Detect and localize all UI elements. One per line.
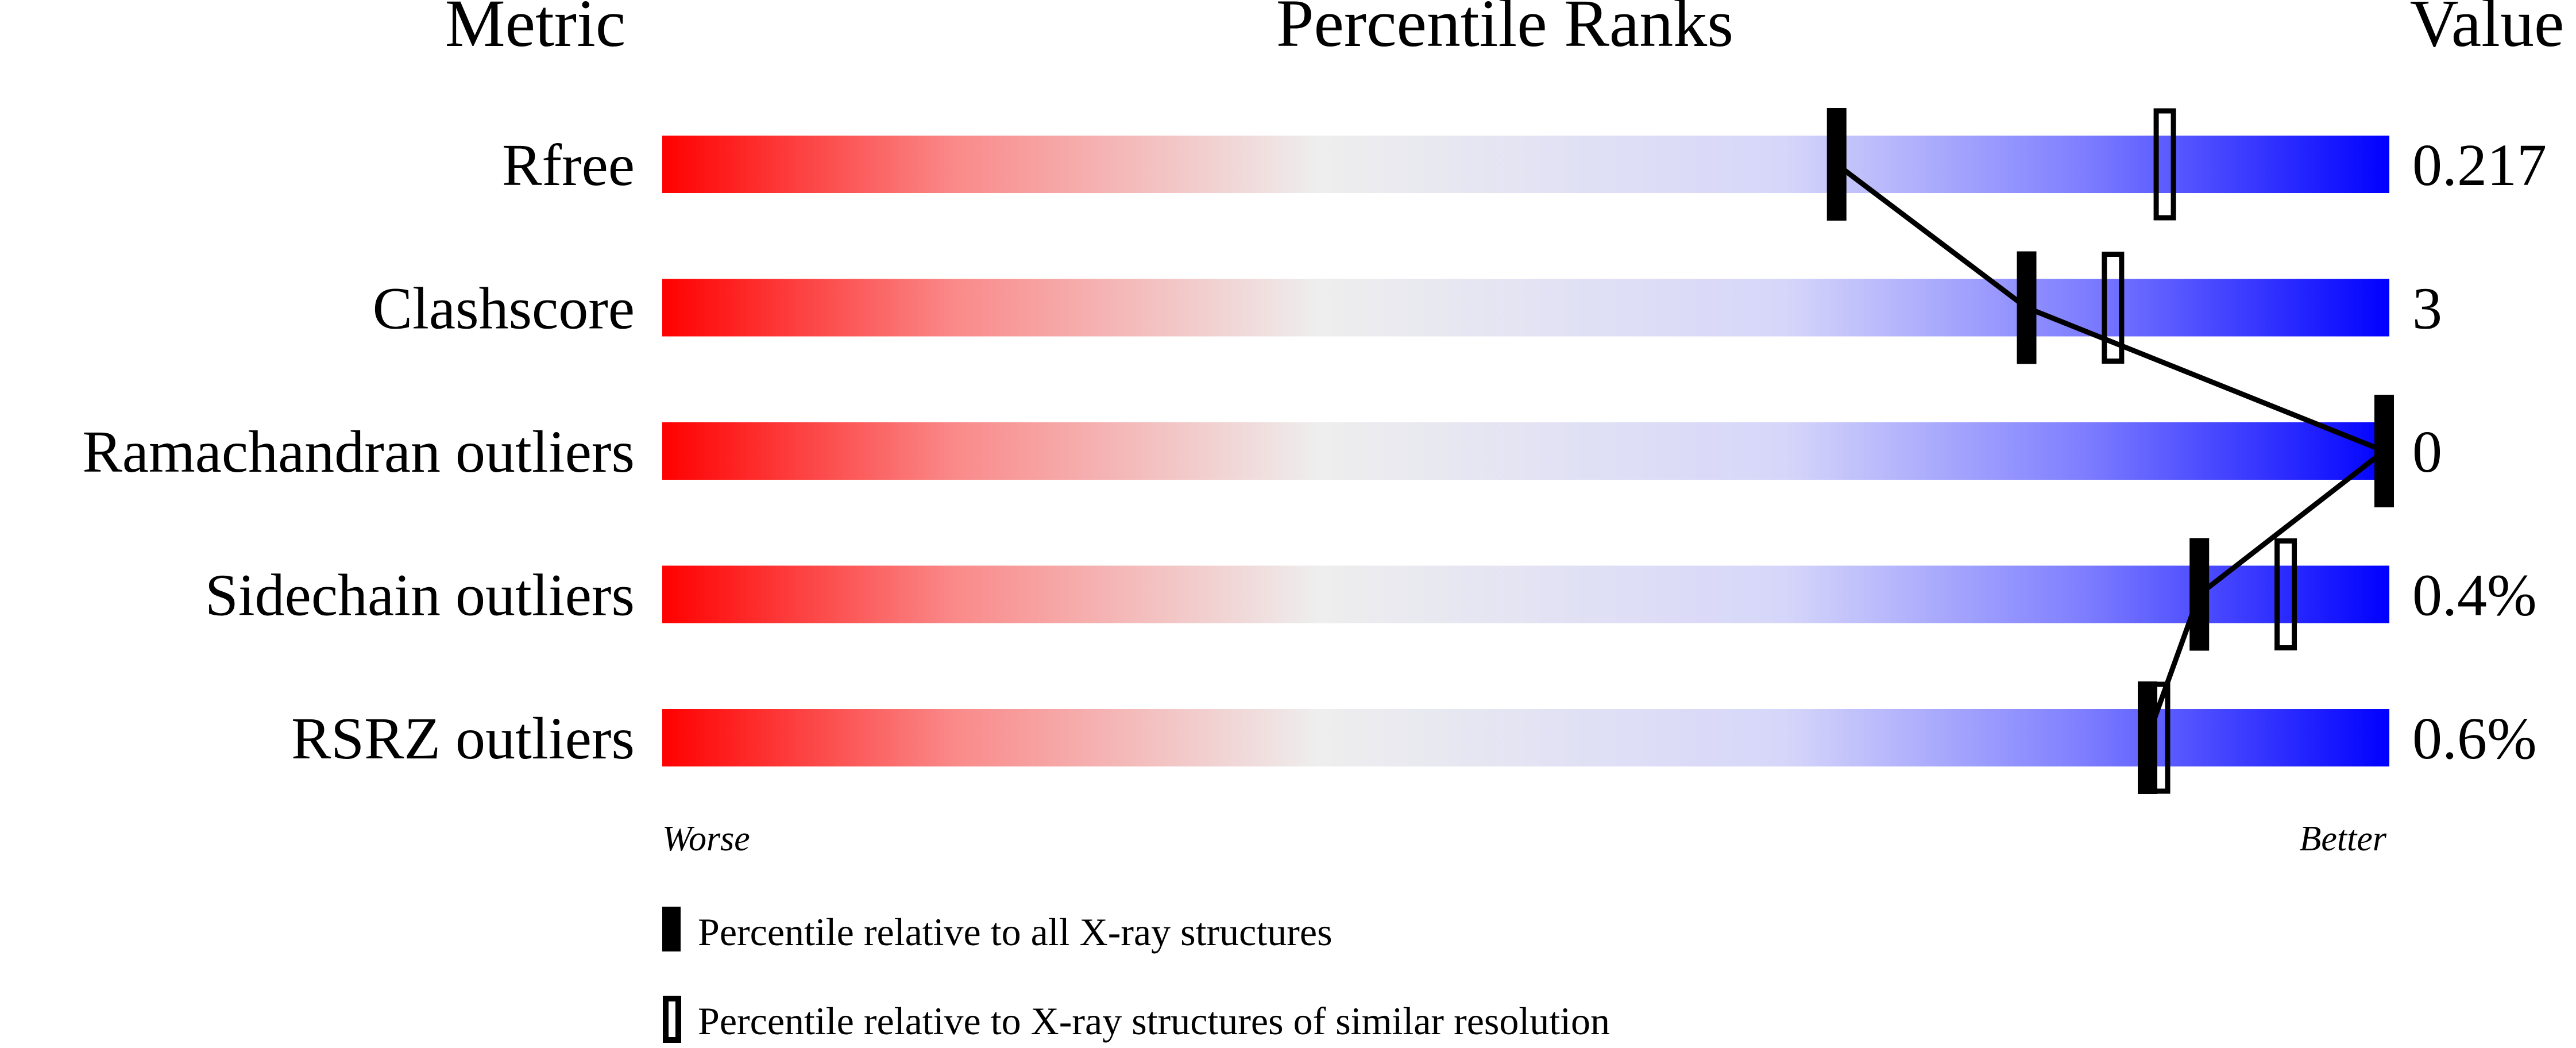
worse-label: Worse <box>662 819 750 858</box>
metric-value: 0.6% <box>2412 706 2537 772</box>
metric-label: Rfree <box>502 132 635 198</box>
legend-filled-label: Percentile relative to all X-ray structu… <box>698 910 1333 954</box>
marker-all-structures <box>1826 108 1847 221</box>
slider-bar <box>662 136 2389 193</box>
marker-similar-resolution <box>2148 681 2171 794</box>
header-metric: Metric <box>445 0 626 61</box>
legend-open-label: Percentile relative to X-ray structures … <box>698 999 1610 1043</box>
marker-similar-resolution <box>2102 252 2125 364</box>
metric-value: 0.4% <box>2412 562 2537 629</box>
slider-bar <box>662 565 2389 623</box>
marker-similar-resolution <box>2274 538 2297 650</box>
better-label: Better <box>2300 819 2387 858</box>
marker-similar-resolution <box>2153 108 2176 221</box>
metric-value: 0.217 <box>2412 132 2547 198</box>
metric-label: RSRZ outliers <box>291 706 635 772</box>
marker-all-structures <box>2374 395 2394 507</box>
slider-bar <box>662 709 2389 766</box>
marker-all-structures <box>2189 538 2210 651</box>
marker-all-structures <box>2138 681 2158 794</box>
metric-label: Sidechain outliers <box>205 562 635 629</box>
metric-value: 3 <box>2412 276 2442 342</box>
legend-open-marker <box>663 996 681 1043</box>
legend-filled-marker <box>662 907 681 951</box>
marker-all-structures <box>2017 251 2037 364</box>
metric-label: Ramachandran outliers <box>82 419 635 485</box>
metric-value: 0 <box>2412 419 2442 485</box>
slider-bar <box>662 422 2389 480</box>
header-percentile-ranks: Percentile Ranks <box>1276 0 1733 61</box>
slider-bar <box>662 279 2389 337</box>
header-value: Value <box>2410 0 2565 61</box>
metric-label: Clashscore <box>373 276 635 342</box>
